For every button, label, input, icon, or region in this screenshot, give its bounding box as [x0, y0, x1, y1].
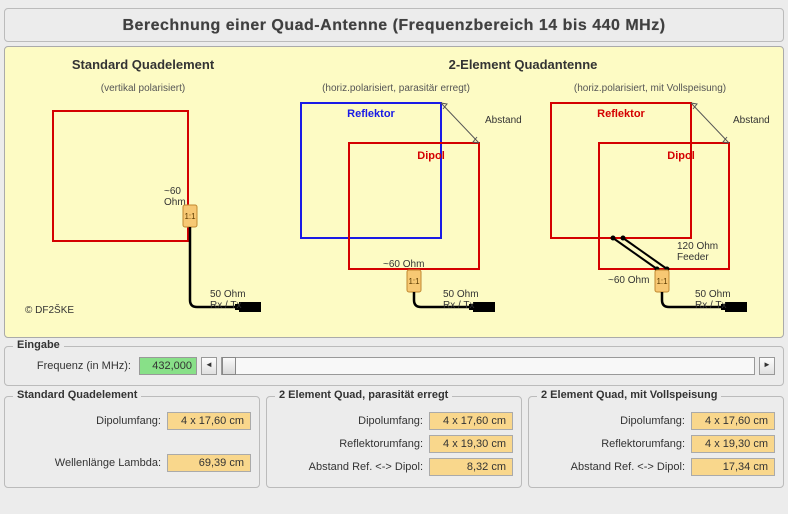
spin-left[interactable]: ◄ [201, 357, 217, 375]
par-ref-label: Reflektorumfang: [275, 438, 429, 450]
col1-connector [239, 302, 261, 312]
svg-text:1:1: 1:1 [656, 277, 668, 286]
svg-text:50 Ohm: 50 Ohm [210, 289, 246, 300]
app-window: Berechnung einer Quad-Antenne (Frequenzb… [0, 0, 788, 514]
par-dist-val: 8,32 cm [429, 458, 513, 476]
slider-thumb[interactable] [222, 357, 236, 375]
col1-heading: Standard Quadelement [72, 57, 215, 72]
voll-dist-val: 17,34 cm [691, 458, 775, 476]
col1-ohm: ~60 [164, 186, 181, 197]
results-row: Standard Quadelement Dipolumfang: 4 x 17… [4, 396, 784, 488]
svg-text:50 Ohm: 50 Ohm [695, 289, 731, 300]
voll-dipol-val: 4 x 17,60 cm [691, 412, 775, 430]
col2-sub: (horiz.polarisiert, parasitär erregt) [322, 83, 470, 94]
svg-text:Dipol: Dipol [417, 150, 445, 162]
svg-text:Dipol: Dipol [667, 150, 695, 162]
svg-text:Feeder: Feeder [677, 252, 709, 263]
col2-reflektor [301, 103, 441, 238]
result-voll: 2 Element Quad, mit Vollspeisung Dipolum… [528, 396, 784, 488]
voll-dipol-label: Dipolumfang: [537, 415, 691, 427]
copyright: © DF2ŠKE [25, 303, 74, 316]
result-par: 2 Element Quad, parasität erregt Dipolum… [266, 396, 522, 488]
freq-label: Frequenz (in MHz): [13, 360, 135, 372]
freq-value[interactable]: 432,000 [139, 357, 197, 375]
voll-ref-label: Reflektorumfang: [537, 438, 691, 450]
col2-heading: 2-Element Quadantenne [449, 57, 598, 72]
freq-slider[interactable] [221, 357, 755, 375]
par-dipol-label: Dipolumfang: [275, 415, 429, 427]
spin-right[interactable]: ► [759, 357, 775, 375]
std-dipol-val: 4 x 17,60 cm [167, 412, 251, 430]
col3-sub: (horiz.polarisiert, mit Vollspeisung) [574, 83, 726, 94]
svg-text:Reflektor: Reflektor [347, 108, 395, 120]
std-dipol-label: Dipolumfang: [13, 415, 167, 427]
diagram-panel: Standard Quadelement (vertikal polarisie… [4, 46, 784, 338]
svg-text:Reflektor: Reflektor [597, 108, 645, 120]
voll-ref-val: 4 x 19,30 cm [691, 435, 775, 453]
col1-quad [53, 111, 188, 241]
svg-text:Abstand: Abstand [733, 115, 770, 126]
par-ref-val: 4 x 19,30 cm [429, 435, 513, 453]
result-par-title: 2 Element Quad, parasität erregt [275, 389, 452, 401]
result-voll-title: 2 Element Quad, mit Vollspeisung [537, 389, 721, 401]
svg-text:Rx / Tx: Rx / Tx [695, 300, 726, 311]
svg-text:Abstand: Abstand [485, 115, 522, 126]
svg-text:1:1: 1:1 [184, 212, 196, 221]
main-title: Berechnung einer Quad-Antenne (Frequenzb… [122, 17, 665, 34]
col1-sub: (vertikal polarisiert) [101, 83, 185, 94]
voll-dist-label: Abstand Ref. <-> Dipol: [537, 461, 691, 473]
svg-text:Rx / Tx: Rx / Tx [443, 300, 474, 311]
col3-reflektor [551, 103, 691, 238]
eingabe-title: Eingabe [13, 339, 64, 351]
svg-text:~60 Ohm: ~60 Ohm [608, 275, 649, 286]
std-lambda-val: 69,39 cm [167, 454, 251, 472]
result-std-title: Standard Quadelement [13, 389, 141, 401]
col2-dipol [349, 143, 479, 269]
svg-text:50 Ohm: 50 Ohm [443, 289, 479, 300]
svg-text:Rx / Tx: Rx / Tx [210, 300, 241, 311]
par-dipol-val: 4 x 17,60 cm [429, 412, 513, 430]
par-dist-label: Abstand Ref. <-> Dipol: [275, 461, 429, 473]
title-panel: Berechnung einer Quad-Antenne (Frequenzb… [4, 8, 784, 42]
result-std: Standard Quadelement Dipolumfang: 4 x 17… [4, 396, 260, 488]
svg-text:120 Ohm: 120 Ohm [677, 241, 718, 252]
std-lambda-label: Wellenlänge Lambda: [13, 457, 167, 469]
svg-text:Ohm: Ohm [164, 197, 186, 208]
svg-text:1:1: 1:1 [408, 277, 420, 286]
eingabe-panel: Eingabe Frequenz (in MHz): 432,000 ◄ ► [4, 346, 784, 386]
antenna-diagram: Standard Quadelement (vertikal polarisie… [13, 51, 773, 331]
svg-text:~60 Ohm: ~60 Ohm [383, 259, 424, 270]
